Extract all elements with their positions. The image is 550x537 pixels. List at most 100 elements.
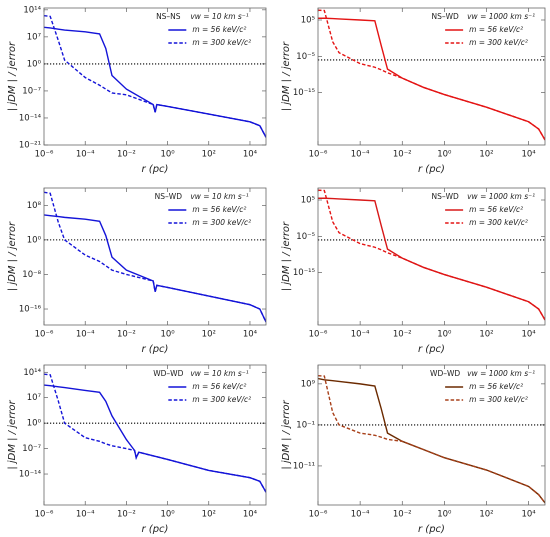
y-tick-label: 10⁻⁵ bbox=[296, 52, 315, 62]
x-tick-label: 10² bbox=[202, 510, 216, 520]
y-tick-label: 10⁻¹⁴ bbox=[19, 113, 42, 123]
data-line bbox=[44, 15, 266, 138]
x-tick-label: 10⁻² bbox=[117, 510, 136, 520]
panel: 10⁻⁶ 10⁻⁴ 10⁻² 10⁰ 10² 10⁴ 10⁹ 10⁻¹ 10⁻¹¹ WD–WD vw… bbox=[280, 364, 546, 535]
annotation: NS–WD bbox=[155, 192, 183, 201]
data-line bbox=[318, 374, 545, 504]
annotation: vw = 1000 km s⁻¹ bbox=[467, 192, 535, 201]
data-line bbox=[318, 197, 545, 321]
y-tick-label: 10⁰ bbox=[27, 419, 42, 429]
legend-label: m = 56 keV/c² bbox=[192, 25, 246, 34]
x-tick-label: 10⁻⁴ bbox=[76, 330, 95, 340]
x-tick-label: 10⁻⁴ bbox=[76, 510, 95, 520]
annotation: vw = 10 km s⁻¹ bbox=[190, 369, 248, 378]
data-line bbox=[318, 9, 545, 141]
x-tick-label: 10⁻⁴ bbox=[76, 150, 95, 160]
x-axis-label: r (pc) bbox=[142, 164, 169, 175]
x-tick-label: 10⁰ bbox=[437, 150, 452, 160]
x-tick-label: 10⁻⁴ bbox=[351, 150, 370, 160]
x-tick-label: 10⁴ bbox=[521, 150, 536, 160]
plot-frame bbox=[317, 364, 546, 506]
y-tick-label: 10¹⁴ bbox=[23, 368, 41, 378]
x-tick-label: 10⁰ bbox=[437, 330, 452, 340]
plot-frame bbox=[317, 7, 546, 146]
x-tick-label: 10⁻⁴ bbox=[351, 330, 370, 340]
data-line bbox=[44, 191, 266, 323]
y-tick-label: 10⁻¹⁵ bbox=[293, 88, 315, 98]
y-axis-label: | j̇DM | / j̇error bbox=[6, 221, 18, 291]
x-axis-label: r (pc) bbox=[418, 164, 445, 175]
x-tick-label: 10² bbox=[479, 510, 493, 520]
x-tick-label: 10⁰ bbox=[160, 510, 175, 520]
y-axis-label: | j̇DM | / j̇error bbox=[280, 41, 292, 111]
y-tick-label: 10⁻²¹ bbox=[19, 141, 41, 151]
x-tick-label: 10⁻² bbox=[393, 510, 412, 520]
y-tick-label: 10⁵ bbox=[301, 15, 315, 25]
x-tick-label: 10⁰ bbox=[437, 510, 452, 520]
legend-label: m = 56 keV/c² bbox=[192, 205, 246, 214]
y-axis-label: | j̇DM | / j̇error bbox=[280, 221, 292, 291]
y-axis-label: | j̇DM | / j̇error bbox=[6, 399, 18, 469]
x-tick-label: 10⁴ bbox=[243, 510, 258, 520]
y-tick-label: 10⁻⁷ bbox=[22, 444, 41, 454]
legend-label: m = 300 keV/c² bbox=[469, 395, 528, 404]
data-line bbox=[44, 26, 266, 138]
annotation: NS–WD bbox=[431, 12, 459, 21]
annotation: vw = 10 km s⁻¹ bbox=[190, 12, 248, 21]
x-tick-label: 10⁻⁶ bbox=[35, 510, 54, 520]
annotation: NS–WD bbox=[431, 192, 459, 201]
y-tick-label: 10⁻⁷ bbox=[22, 86, 41, 96]
x-tick-label: 10⁻² bbox=[393, 330, 412, 340]
plot-frame bbox=[43, 364, 267, 506]
legend-label: m = 300 keV/c² bbox=[469, 38, 528, 47]
x-tick-label: 10⁴ bbox=[243, 330, 258, 340]
legend-label: m = 300 keV/c² bbox=[192, 395, 251, 404]
y-tick-label: 10⁻¹⁴ bbox=[19, 470, 42, 480]
data-line bbox=[318, 17, 545, 141]
legend-label: m = 56 keV/c² bbox=[192, 382, 246, 391]
x-tick-label: 10⁰ bbox=[160, 330, 175, 340]
x-axis-label: r (pc) bbox=[142, 524, 169, 535]
y-tick-label: 10⁹ bbox=[301, 379, 316, 389]
legend-label: m = 300 keV/c² bbox=[192, 38, 251, 47]
legend-label: m = 300 keV/c² bbox=[469, 218, 528, 227]
x-axis-label: r (pc) bbox=[142, 344, 169, 355]
y-tick-label: 10⁻¹⁶ bbox=[19, 305, 42, 315]
x-tick-label: 10⁻⁶ bbox=[309, 330, 328, 340]
y-tick-label: 10⁸ bbox=[27, 201, 42, 211]
annotation: WD–WD bbox=[430, 369, 460, 378]
y-tick-label: 10⁵ bbox=[301, 195, 315, 205]
legend-label: m = 56 keV/c² bbox=[469, 382, 523, 391]
x-axis-label: r (pc) bbox=[418, 524, 445, 535]
x-tick-label: 10⁻⁶ bbox=[35, 330, 54, 340]
x-tick-label: 10⁻² bbox=[393, 150, 412, 160]
annotation: vw = 1000 km s⁻¹ bbox=[467, 369, 535, 378]
x-tick-label: 10² bbox=[479, 150, 493, 160]
y-tick-label: 10¹⁴ bbox=[23, 5, 41, 15]
y-axis-label: | j̇DM | / j̇error bbox=[280, 399, 292, 469]
x-tick-label: 10⁴ bbox=[521, 510, 536, 520]
panel: 10⁻⁶ 10⁻⁴ 10⁻² 10⁰ 10² 10⁴ 10⁸ 10⁰ 10⁻⁸ 10⁻¹⁶ NS–W… bbox=[6, 187, 267, 355]
x-tick-label: 10² bbox=[202, 330, 216, 340]
annotation: NS–NS bbox=[156, 12, 181, 21]
panel: 10⁻⁶ 10⁻⁴ 10⁻² 10⁰ 10² 10⁴ 10⁵ 10⁻⁵ 10⁻¹⁵ NS–WD vw… bbox=[280, 187, 546, 355]
annotation: vw = 1000 km s⁻¹ bbox=[467, 12, 535, 21]
panel: 10⁻⁶ 10⁻⁴ 10⁻² 10⁰ 10² 10⁴ 10⁵ 10⁻⁵ 10⁻¹⁵ NS–WD vw… bbox=[280, 7, 546, 175]
y-tick-label: 10⁷ bbox=[27, 32, 42, 42]
x-tick-label: 10² bbox=[202, 150, 216, 160]
data-line bbox=[44, 373, 266, 493]
y-tick-label: 10⁻⁵ bbox=[296, 232, 315, 242]
panel: 10⁻⁶ 10⁻⁴ 10⁻² 10⁰ 10² 10⁴ 10¹⁴ 10⁷ 10⁰ 10⁻⁷ 10⁻¹⁴… bbox=[6, 364, 267, 535]
x-tick-label: 10⁻⁴ bbox=[351, 510, 370, 520]
x-tick-label: 10⁴ bbox=[521, 330, 536, 340]
x-tick-label: 10⁴ bbox=[243, 150, 258, 160]
annotation: WD–WD bbox=[153, 369, 183, 378]
plot-frame bbox=[43, 187, 267, 326]
y-axis-label: | j̇DM | / j̇error bbox=[6, 41, 18, 111]
y-tick-label: 10⁷ bbox=[27, 393, 42, 403]
x-tick-label: 10² bbox=[479, 330, 493, 340]
plot-frame bbox=[43, 7, 267, 146]
y-tick-label: 10⁰ bbox=[27, 235, 42, 245]
data-line bbox=[44, 214, 266, 323]
